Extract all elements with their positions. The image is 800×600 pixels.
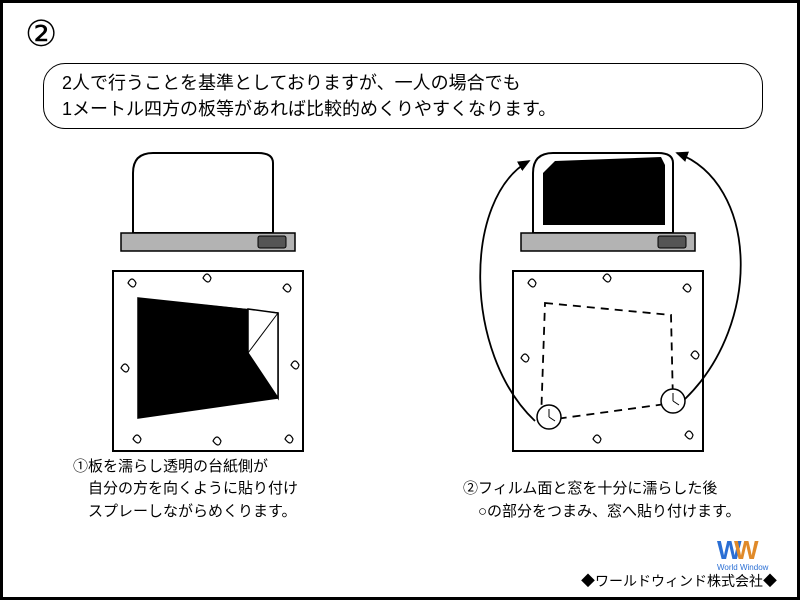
footer-text: ◆ワールドウィンド株式会社◆ <box>581 571 777 591</box>
panel-right: ②フィルム面と窓を十分に濡らした後 ○の部分をつまみ、窓へ貼り付けます。 <box>403 143 800 513</box>
diagram-right <box>403 143 800 513</box>
caption-right: ②フィルム面と窓を十分に濡らした後 ○の部分をつまみ、窓へ貼り付けます。 <box>463 478 763 523</box>
step-number: ② <box>25 13 57 55</box>
tip-line: 2人で行うことを基準としておりますが、一人の場合でも <box>62 70 744 96</box>
brand-logo: W W World Window <box>717 537 777 571</box>
svg-text:World Window: World Window <box>717 563 769 571</box>
svg-text:W: W <box>734 537 759 565</box>
panel-left: ①板を濡らし透明の台紙側が 自分の方を向くように貼り付け スプレーしながらめくり… <box>3 143 403 513</box>
caption-left: ①板を濡らし透明の台紙側が 自分の方を向くように貼り付け スプレーしながらめくり… <box>73 456 373 524</box>
tip-line: 1メートル四方の板等があれば比較的めくりやすくなります。 <box>62 96 744 122</box>
tip-box: 2人で行うことを基準としておりますが、一人の場合でも 1メートル四方の板等があれ… <box>43 63 763 129</box>
